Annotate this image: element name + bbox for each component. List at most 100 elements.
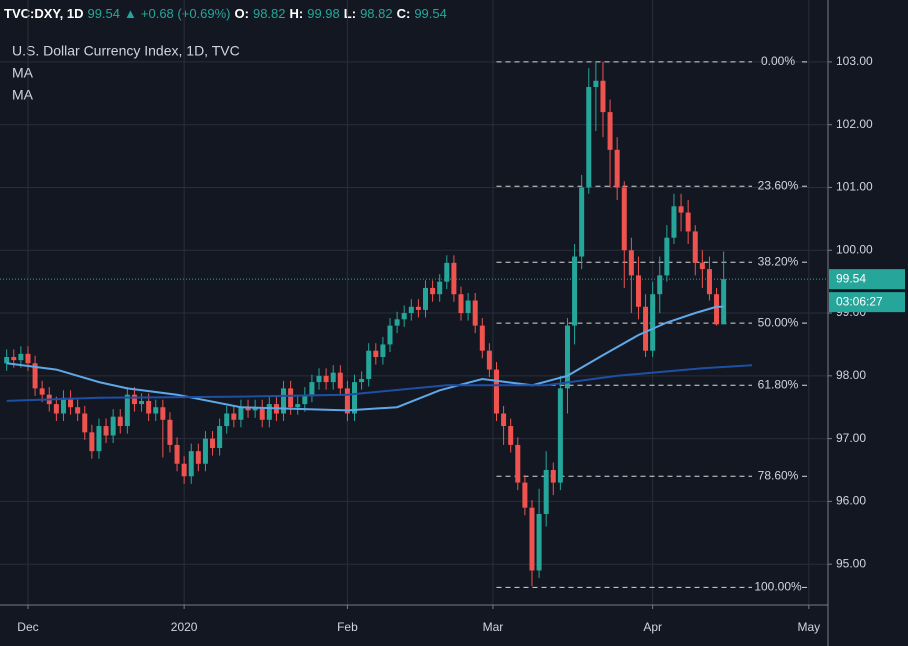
candle-body xyxy=(110,416,116,436)
plot: 0.00% 23.60% 38.20% 50.00% 61.80% 78.60% 100.0… xyxy=(0,54,828,594)
candle-body xyxy=(515,444,521,483)
candle-body xyxy=(259,407,265,420)
countdown-box xyxy=(829,292,905,313)
candle-body xyxy=(266,404,272,420)
candle-body xyxy=(89,432,95,452)
candle-body xyxy=(281,388,287,414)
candle-body xyxy=(408,306,414,314)
candle-body xyxy=(664,237,670,276)
candle-body xyxy=(529,507,535,571)
candle-body xyxy=(643,306,649,351)
fib-label: 100.00% xyxy=(754,580,802,594)
candle-body xyxy=(536,513,542,571)
candle-body xyxy=(245,407,251,411)
candle-body xyxy=(437,281,443,295)
x-tick-label: Apr xyxy=(643,620,662,634)
y-tick-label: 97.00 xyxy=(836,431,866,445)
candle-body xyxy=(423,287,428,310)
candle-body xyxy=(493,369,499,414)
x-tick-label: Feb xyxy=(337,620,358,634)
candle-body xyxy=(678,206,684,213)
candle-body xyxy=(352,382,358,414)
candle-body xyxy=(167,419,173,445)
candle-body xyxy=(706,269,712,295)
x-tick-label: Mar xyxy=(483,620,504,634)
candle-body xyxy=(635,275,641,307)
candle-body xyxy=(472,300,478,326)
candle-body xyxy=(60,397,66,414)
candle-body xyxy=(614,149,620,188)
candle-body xyxy=(359,378,365,383)
candle-body xyxy=(430,287,436,295)
candle-body xyxy=(344,388,350,414)
candle-body xyxy=(288,388,294,408)
candle-body xyxy=(366,350,372,379)
open-value: 98.82 xyxy=(252,5,286,21)
y-tick-label: 100.00 xyxy=(836,242,873,256)
candle-body xyxy=(600,80,606,113)
candle-body xyxy=(458,294,464,314)
candle-body xyxy=(692,231,698,263)
grid xyxy=(0,0,828,605)
candle-body xyxy=(685,212,691,232)
candle-body xyxy=(714,294,720,325)
ma-line xyxy=(6,305,724,412)
candle-body xyxy=(202,438,208,464)
candle-body xyxy=(401,313,407,320)
legend-entry: MA xyxy=(12,87,34,103)
candle-body xyxy=(373,350,379,357)
candle-body xyxy=(295,404,301,408)
ticker: TVC:DXY, 1D xyxy=(4,5,84,21)
candle-body xyxy=(188,451,194,477)
candle-body xyxy=(394,319,400,326)
candle-body xyxy=(486,350,492,370)
y-tick-label: 95.00 xyxy=(836,556,866,570)
candle-body xyxy=(557,388,563,483)
change: +0.68 (+0.69%) xyxy=(140,5,231,21)
y-tick-label: 96.00 xyxy=(836,494,866,508)
candle-body xyxy=(103,426,109,436)
last-price-label: 99.54 xyxy=(836,271,866,285)
countdown-label: 03:06:27 xyxy=(836,294,883,308)
candle-body xyxy=(181,463,187,477)
candle-body xyxy=(543,470,549,514)
fib-label: 38.20% xyxy=(758,254,799,268)
arrow: ▲ xyxy=(124,5,137,21)
candle-body xyxy=(451,262,457,295)
candle-body xyxy=(550,470,556,483)
candle-body xyxy=(593,80,599,88)
candle-body xyxy=(146,400,152,414)
fib-label: 50.00% xyxy=(758,315,799,329)
candle-body xyxy=(11,356,17,361)
candle-body xyxy=(564,325,570,389)
y-tick-label: 102.00 xyxy=(836,117,873,131)
candle-body xyxy=(139,400,145,405)
candle-body xyxy=(522,482,528,508)
y-tick-label: 101.00 xyxy=(836,180,873,194)
candle-body xyxy=(465,300,471,314)
candle-body xyxy=(25,353,31,364)
ma-line xyxy=(6,364,753,402)
candle-body xyxy=(621,187,627,251)
fib-label: 61.80% xyxy=(758,377,799,391)
candle-body xyxy=(479,325,485,351)
fib-label: 78.60% xyxy=(758,468,799,482)
candle-body xyxy=(444,262,450,282)
last-price-box xyxy=(829,269,905,290)
candle-body xyxy=(415,306,421,310)
candle-body xyxy=(82,413,88,433)
candle-body xyxy=(607,112,613,150)
candle-body xyxy=(18,353,24,361)
candle-body xyxy=(337,372,343,389)
fib-label: 23.60% xyxy=(758,178,799,192)
candle-body xyxy=(117,416,123,427)
y-tick-label: 98.00 xyxy=(836,368,866,382)
candle-body xyxy=(68,397,74,408)
candle-body xyxy=(160,407,166,420)
candle-body xyxy=(323,375,329,383)
candle-body xyxy=(699,262,705,270)
close-value: 99.54 xyxy=(414,5,447,21)
